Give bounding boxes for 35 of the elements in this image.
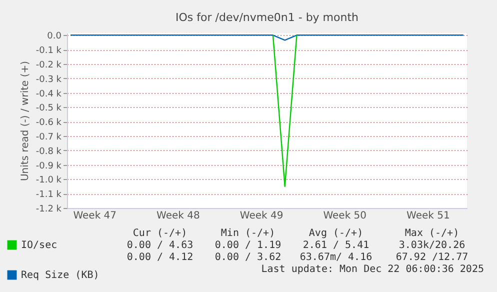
y-tick-label: 0.0	[47, 32, 62, 42]
legend-label: IO/sec	[21, 240, 58, 251]
text: 67.92 /12.77	[396, 252, 468, 263]
y-tick-label: -1.2 k	[36, 204, 62, 214]
text: 0.00 / 4.63	[126, 240, 194, 251]
y-axis-title: Units read (-) / write (+)	[20, 60, 31, 182]
text: Avg (-/+)	[308, 228, 364, 239]
y-tick-label: -0.8 k	[36, 146, 62, 157]
text: Last update: Mon Dec 22 06:00:36 2025	[261, 264, 484, 275]
legend-label: Req Size (KB)	[21, 270, 100, 281]
x-tick-label: Week 49	[240, 210, 284, 222]
text: 0.00 / 1.19	[214, 240, 282, 251]
text: Max (-/+)	[404, 228, 460, 239]
y-tick-label: -1.0 k	[36, 176, 62, 186]
text: 2.61 / 5.41	[302, 240, 370, 251]
chart-title: IOs for /dev/nvme0n1 - by month	[175, 11, 359, 24]
y-tick-label: -0.3 k	[36, 74, 62, 85]
x-tick-label: Week 47	[73, 210, 117, 222]
y-tick-label: -0.9 k	[36, 161, 62, 172]
text: 3.03k/20.26	[398, 240, 466, 251]
x-tick-label: Week 50	[323, 210, 367, 222]
y-tick-label: -0.7 k	[36, 132, 62, 142]
y-tick-label: -0.6 k	[36, 118, 62, 128]
y-tick-label: -0.5 k	[36, 104, 62, 114]
x-tick-label: Week 51	[406, 210, 450, 222]
text: 0.00 / 3.62	[214, 252, 282, 263]
text: 63.67m/ 4.16	[300, 252, 372, 263]
text: 0.00 / 4.12	[126, 252, 194, 263]
y-tick-label: -1.1 k	[36, 190, 62, 200]
y-tick-label: -0.1 k	[36, 46, 62, 56]
y-tick-label: -0.4 k	[36, 89, 62, 100]
text: Min (-/+)	[220, 228, 276, 239]
y-tick-label: -0.2 k	[36, 60, 62, 70]
text: Cur (-/+)	[132, 228, 188, 239]
x-tick-label: Week 48	[156, 210, 200, 222]
